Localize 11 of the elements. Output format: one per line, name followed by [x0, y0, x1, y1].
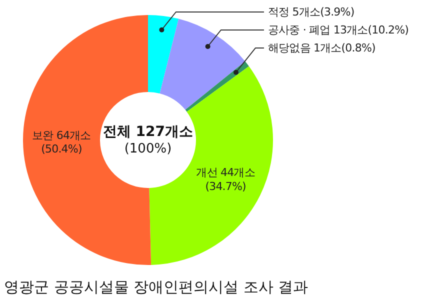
slice-label: 보완 64개소(50.4%) [32, 128, 92, 156]
slice-label: 공사중 · 폐업 13개소(10.2%) [268, 24, 409, 36]
donut-slice [160, 18, 246, 110]
slice-label: 해당없음 1개소(0.8%) [268, 42, 376, 54]
donut-slice [185, 61, 249, 112]
text: 영광군 공공시설물 장애인편의시설 조사 결과 [4, 278, 308, 296]
slice-label: 개선 44개소(34.7%) [196, 166, 256, 193]
slice-label: 적정 5개소(3.9%) [268, 6, 354, 18]
text: 전체 127개소 [102, 124, 194, 140]
text: (100%) [124, 142, 172, 156]
donut-slice [148, 15, 179, 94]
